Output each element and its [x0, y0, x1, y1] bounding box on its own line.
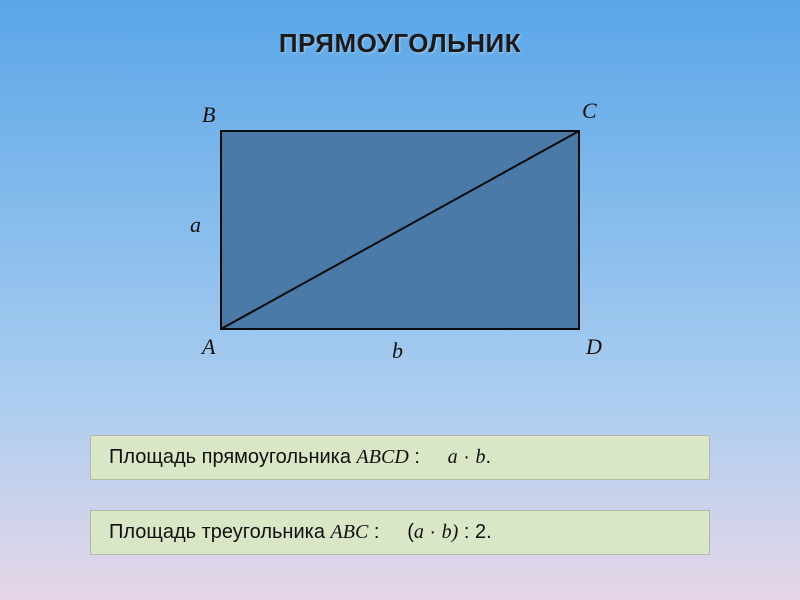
formula2-open: (: [407, 521, 414, 543]
formula2-colon: :: [368, 521, 385, 543]
formula1-b: b: [475, 446, 485, 468]
formula2-div: : 2.: [458, 521, 491, 543]
formula1-colon: :: [409, 446, 426, 468]
formula-triangle-area: Площадь треугольника ABC : (a · b) : 2.: [90, 510, 710, 555]
formula1-a: a: [448, 446, 458, 468]
formula2-a: a: [414, 521, 424, 543]
side-a-label: a: [190, 212, 201, 238]
formula1-lead: Площадь прямоугольника: [109, 446, 357, 468]
vertex-D: D: [586, 334, 602, 360]
vertex-C: C: [582, 98, 597, 124]
vertex-A: A: [202, 334, 215, 360]
formula2-lead: Площадь треугольника: [109, 521, 331, 543]
formula2-subject: ABC: [331, 521, 369, 543]
formula-rectangle-area: Площадь прямоугольника ABCD : a · b.: [90, 435, 710, 480]
formula2-dot: ·: [424, 521, 442, 543]
rectangle-svg: [220, 130, 580, 330]
rectangle-diagram: B C A D a b: [170, 100, 630, 380]
side-b-label: b: [392, 338, 403, 364]
slide-content: ПРЯМОУГОЛЬНИК B C A D a b Площадь прямоу…: [0, 0, 800, 600]
formula1-subject: ABCD: [357, 446, 409, 468]
formula1-dot: ·: [458, 446, 476, 468]
slide-title: ПРЯМОУГОЛЬНИК: [279, 28, 521, 59]
vertex-B: B: [202, 102, 215, 128]
formula1-tail: .: [485, 446, 491, 468]
formula2-b: b): [442, 521, 459, 543]
